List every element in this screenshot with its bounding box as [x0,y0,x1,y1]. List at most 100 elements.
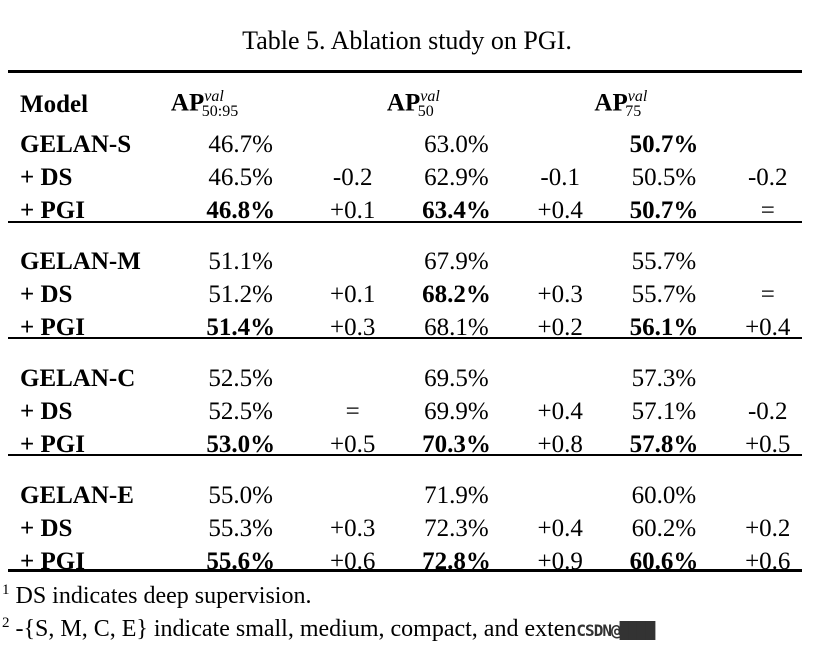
table-row: GELAN-M 51.1% 67.9% 55.7% [8,245,802,278]
table-row: + PGI 55.6% +0.6 72.8% +0.9 60.6% +0.6 [8,545,802,578]
model-name: GELAN-C [20,365,136,393]
ap-delta: +0.5 [330,431,376,459]
ap-value: 55.6% [206,548,276,576]
ap-delta: = [760,281,775,309]
ap-delta: -0.2 [332,164,373,192]
ap-value: 63.4% [422,197,491,225]
ap-value: 55.7% [631,248,697,276]
ap-delta [318,245,386,278]
ap-delta [526,245,594,278]
ap-value: 70.3% [422,431,491,459]
table-row: + DS 51.2% +0.1 68.2% +0.3 55.7% = [8,278,802,311]
header-ap-2: APval50 [386,88,440,121]
ap-delta [318,362,386,395]
ap-value: 67.9% [424,248,489,276]
ap-value: 50.7% [629,131,699,159]
model-name: + PGI [20,431,85,459]
ap-value: 72.8% [422,548,491,576]
ap-delta [734,362,802,395]
ap-value: 68.2% [422,281,491,309]
model-name: GELAN-E [20,482,134,510]
table-caption: Table 5. Ablation study on PGI. [242,26,572,55]
ap-value: 63.0% [424,131,489,159]
group-divider [8,454,802,456]
ap-delta: +0.6 [745,548,791,576]
ap-value: 51.2% [208,281,273,309]
ap-value: 60.0% [631,482,697,510]
ap-value: 68.1% [424,314,489,342]
ap-value: 51.4% [206,314,276,342]
ap-value: 57.1% [631,398,697,426]
ap-delta: +0.3 [537,281,583,309]
ap-delta: = [760,197,775,225]
table-row: GELAN-S 46.7% 63.0% 50.7% [8,128,802,161]
ap-value: 53.0% [206,431,276,459]
ap-delta: -0.1 [540,164,580,192]
ap-value: 60.2% [631,515,697,543]
ap-delta [318,479,386,512]
ap-delta: +0.1 [330,197,376,225]
model-name: + PGI [20,548,85,576]
ablation-table: Model APval50:95 APval50 APval75 GELAN-S 46.7… [8,80,802,578]
ap-value: 62.9% [424,164,489,192]
model-name: + PGI [20,314,85,342]
table-row: GELAN-C 52.5% 69.5% 57.3% [8,362,802,395]
ap-value: 57.8% [629,431,699,459]
ap-value: 46.5% [208,164,273,192]
ap-delta: +0.3 [330,314,376,342]
model-name: GELAN-S [20,131,132,159]
ap-delta: +0.2 [745,515,791,543]
ap-value: 60.6% [629,548,699,576]
ap-delta [734,245,802,278]
ap-delta: +0.9 [537,548,583,576]
header-ap-1: APval50:95 [170,88,239,121]
table-row: + DS 55.3% +0.3 72.3% +0.4 60.2% +0.2 [8,512,802,545]
ap-delta [526,128,594,161]
ap-value: 51.1% [208,248,273,276]
header-ap-3: APval75 [594,88,648,121]
ap-value: 46.7% [208,131,273,159]
footnote-1: 1 DS indicates deep supervision. [2,582,312,609]
ap-delta [734,128,802,161]
model-name: + DS [20,515,73,543]
table-row: + DS 52.5% = 69.9% +0.4 57.1% -0.2 [8,395,802,428]
ap-value: 52.5% [208,365,273,393]
bottom-rule [8,569,802,572]
table-row: + PGI 53.0% +0.5 70.3% +0.8 57.8% +0.5 [8,428,802,461]
ap-delta: +0.1 [330,281,376,309]
ap-value: 55.3% [208,515,273,543]
table-row: GELAN-E 55.0% 71.9% 60.0% [8,479,802,512]
model-name: + DS [20,281,73,309]
ap-delta [734,479,802,512]
model-name: + DS [20,164,73,192]
ap-value: 50.7% [629,197,699,225]
header-row: Model APval50:95 APval50 APval75 [8,80,802,128]
top-rule [8,70,802,73]
ap-delta [318,128,386,161]
ap-value: 57.3% [631,365,697,393]
ap-delta: -0.2 [747,398,788,426]
ap-value: 72.3% [424,515,489,543]
watermark: CSDN@████ [576,621,655,640]
table-row: + PGI 46.8% +0.1 63.4% +0.4 50.7% = [8,194,802,227]
header-model: Model [20,90,89,118]
table-row: + PGI 51.4% +0.3 68.1% +0.2 56.1% +0.4 [8,311,802,344]
ap-delta: +0.8 [537,431,583,459]
ap-delta: +0.5 [745,431,791,459]
ap-value: 52.5% [208,398,273,426]
ap-value: 69.5% [424,365,489,393]
ap-value: 55.0% [208,482,273,510]
ap-delta: +0.4 [537,197,583,225]
ap-delta [526,362,594,395]
table-row: + DS 46.5% -0.2 62.9% -0.1 50.5% -0.2 [8,161,802,194]
ap-delta: +0.6 [330,548,376,576]
ap-delta: +0.4 [537,398,583,426]
ap-value: 71.9% [424,482,489,510]
group-divider [8,337,802,339]
ap-delta: +0.3 [330,515,376,543]
ap-value: 50.5% [631,164,697,192]
ap-delta: +0.4 [745,314,791,342]
ap-value: 46.8% [206,197,276,225]
group-divider [8,221,802,223]
model-name: + PGI [20,197,85,225]
